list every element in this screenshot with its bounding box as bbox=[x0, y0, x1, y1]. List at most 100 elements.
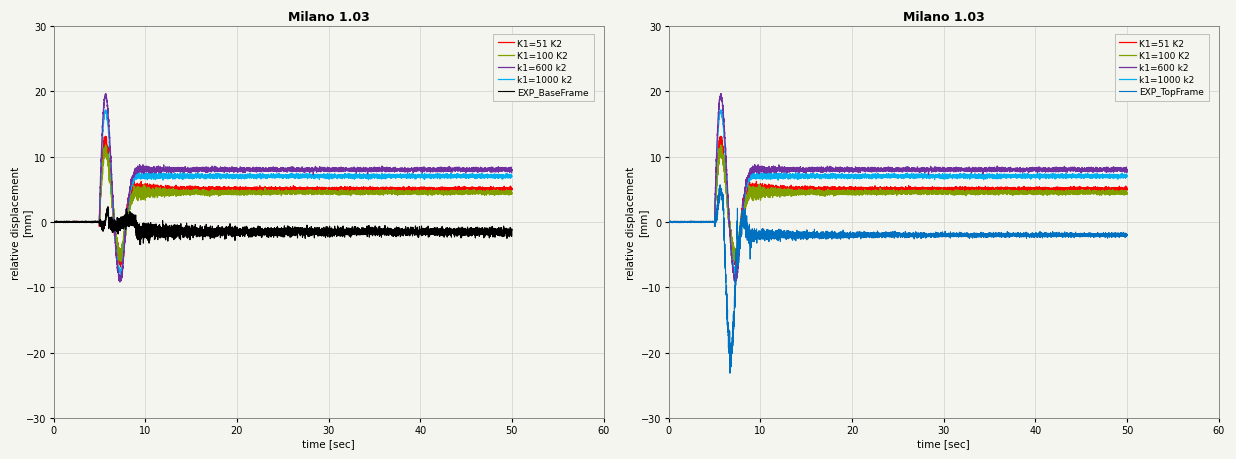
Y-axis label: relative displacement
[mm]: relative displacement [mm] bbox=[627, 166, 648, 279]
EXP_TopFrame bbox=[1026, 233, 1041, 238]
EXP_BaseFrame bbox=[386, 231, 400, 237]
EXP_BaseFrame bbox=[133, 242, 148, 248]
K1=51 K2 bbox=[504, 186, 519, 192]
Line: K1=100 K2: K1=100 K2 bbox=[669, 146, 1127, 262]
k1=1000 k2 bbox=[827, 173, 842, 178]
EXP_TopFrame bbox=[1001, 233, 1016, 238]
K1=100 K2 bbox=[685, 220, 700, 225]
Line: k1=1000 k2: k1=1000 k2 bbox=[669, 111, 1127, 275]
K1=100 K2 bbox=[69, 220, 84, 225]
Line: K1=51 K2: K1=51 K2 bbox=[669, 137, 1127, 268]
Legend: K1=51 K2, K1=100 K2, k1=600 k2, k1=1000 k2, EXP_TopFrame: K1=51 K2, K1=100 K2, k1=600 k2, k1=1000 … bbox=[1115, 35, 1209, 101]
k1=600 k2 bbox=[337, 168, 352, 173]
K1=51 K2 bbox=[685, 219, 700, 225]
k1=600 k2 bbox=[1001, 166, 1016, 172]
EXP_BaseFrame bbox=[318, 228, 332, 233]
X-axis label: time [sec]: time [sec] bbox=[917, 438, 970, 448]
k1=1000 k2 bbox=[213, 173, 227, 178]
K1=100 K2 bbox=[1026, 191, 1041, 197]
EXP_BaseFrame bbox=[213, 232, 227, 237]
K1=51 K2 bbox=[337, 185, 352, 190]
EXP_BaseFrame bbox=[337, 229, 352, 234]
K1=51 K2 bbox=[318, 187, 332, 192]
k1=600 k2 bbox=[661, 219, 676, 225]
k1=1000 k2 bbox=[410, 175, 425, 180]
k1=1000 k2 bbox=[661, 219, 676, 225]
k1=1000 k2 bbox=[337, 176, 352, 181]
k1=600 k2 bbox=[685, 220, 700, 225]
K1=100 K2 bbox=[386, 190, 400, 196]
k1=600 k2 bbox=[1026, 168, 1041, 174]
k1=1000 k2 bbox=[1120, 174, 1135, 180]
Line: k1=600 k2: k1=600 k2 bbox=[669, 95, 1127, 282]
k1=1000 k2 bbox=[504, 174, 519, 180]
K1=51 K2 bbox=[410, 186, 425, 191]
K1=100 K2 bbox=[953, 190, 968, 195]
K1=100 K2 bbox=[1120, 191, 1135, 197]
k1=600 k2 bbox=[728, 280, 743, 285]
K1=51 K2 bbox=[98, 134, 112, 140]
K1=51 K2 bbox=[46, 220, 61, 225]
K1=51 K2 bbox=[112, 265, 127, 270]
X-axis label: time [sec]: time [sec] bbox=[302, 438, 355, 448]
EXP_BaseFrame bbox=[69, 219, 84, 224]
k1=1000 k2 bbox=[99, 108, 114, 113]
Y-axis label: relative displacement
[mm]: relative displacement [mm] bbox=[11, 166, 32, 279]
EXP_TopFrame bbox=[953, 232, 968, 238]
k1=600 k2 bbox=[953, 168, 968, 173]
EXP_TopFrame bbox=[713, 183, 728, 188]
k1=1000 k2 bbox=[114, 273, 129, 278]
K1=100 K2 bbox=[114, 259, 129, 265]
k1=1000 k2 bbox=[685, 220, 700, 225]
K1=51 K2 bbox=[661, 220, 676, 225]
EXP_TopFrame bbox=[827, 231, 842, 236]
Line: K1=51 K2: K1=51 K2 bbox=[53, 137, 512, 268]
k1=600 k2 bbox=[46, 219, 61, 225]
k1=600 k2 bbox=[504, 168, 519, 173]
EXP_TopFrame bbox=[1120, 233, 1135, 238]
k1=1000 k2 bbox=[933, 174, 948, 180]
K1=100 K2 bbox=[410, 191, 425, 197]
k1=1000 k2 bbox=[69, 220, 84, 225]
k1=600 k2 bbox=[112, 280, 127, 285]
K1=51 K2 bbox=[69, 219, 84, 225]
K1=51 K2 bbox=[1026, 186, 1041, 191]
Title: Milano 1.03: Milano 1.03 bbox=[902, 11, 985, 24]
EXP_BaseFrame bbox=[46, 220, 61, 226]
k1=600 k2 bbox=[99, 92, 114, 97]
K1=51 K2 bbox=[933, 187, 948, 192]
Line: k1=1000 k2: k1=1000 k2 bbox=[53, 111, 512, 275]
K1=51 K2 bbox=[953, 185, 968, 190]
K1=51 K2 bbox=[1001, 187, 1016, 193]
k1=600 k2 bbox=[933, 166, 948, 172]
k1=1000 k2 bbox=[1026, 175, 1041, 180]
Line: K1=100 K2: K1=100 K2 bbox=[53, 146, 512, 262]
EXP_TopFrame bbox=[933, 233, 948, 238]
K1=51 K2 bbox=[728, 265, 743, 270]
K1=100 K2 bbox=[713, 143, 728, 149]
k1=1000 k2 bbox=[1001, 174, 1016, 180]
EXP_TopFrame bbox=[685, 220, 700, 225]
k1=600 k2 bbox=[410, 168, 425, 174]
k1=1000 k2 bbox=[729, 273, 744, 278]
EXP_BaseFrame bbox=[504, 228, 519, 233]
EXP_BaseFrame bbox=[410, 229, 425, 235]
K1=51 K2 bbox=[1120, 186, 1135, 192]
K1=100 K2 bbox=[318, 190, 332, 195]
K1=100 K2 bbox=[213, 190, 227, 196]
K1=100 K2 bbox=[661, 220, 676, 225]
K1=51 K2 bbox=[386, 187, 400, 193]
K1=100 K2 bbox=[46, 220, 61, 225]
Line: EXP_BaseFrame: EXP_BaseFrame bbox=[53, 207, 512, 245]
EXP_TopFrame bbox=[661, 220, 676, 225]
EXP_BaseFrame bbox=[100, 205, 115, 210]
k1=600 k2 bbox=[318, 166, 332, 172]
k1=600 k2 bbox=[827, 168, 842, 174]
K1=100 K2 bbox=[504, 191, 519, 197]
K1=100 K2 bbox=[728, 259, 743, 265]
k1=600 k2 bbox=[713, 92, 728, 97]
k1=1000 k2 bbox=[713, 108, 728, 113]
K1=100 K2 bbox=[1001, 190, 1016, 196]
K1=51 K2 bbox=[713, 134, 728, 140]
k1=1000 k2 bbox=[953, 176, 968, 181]
